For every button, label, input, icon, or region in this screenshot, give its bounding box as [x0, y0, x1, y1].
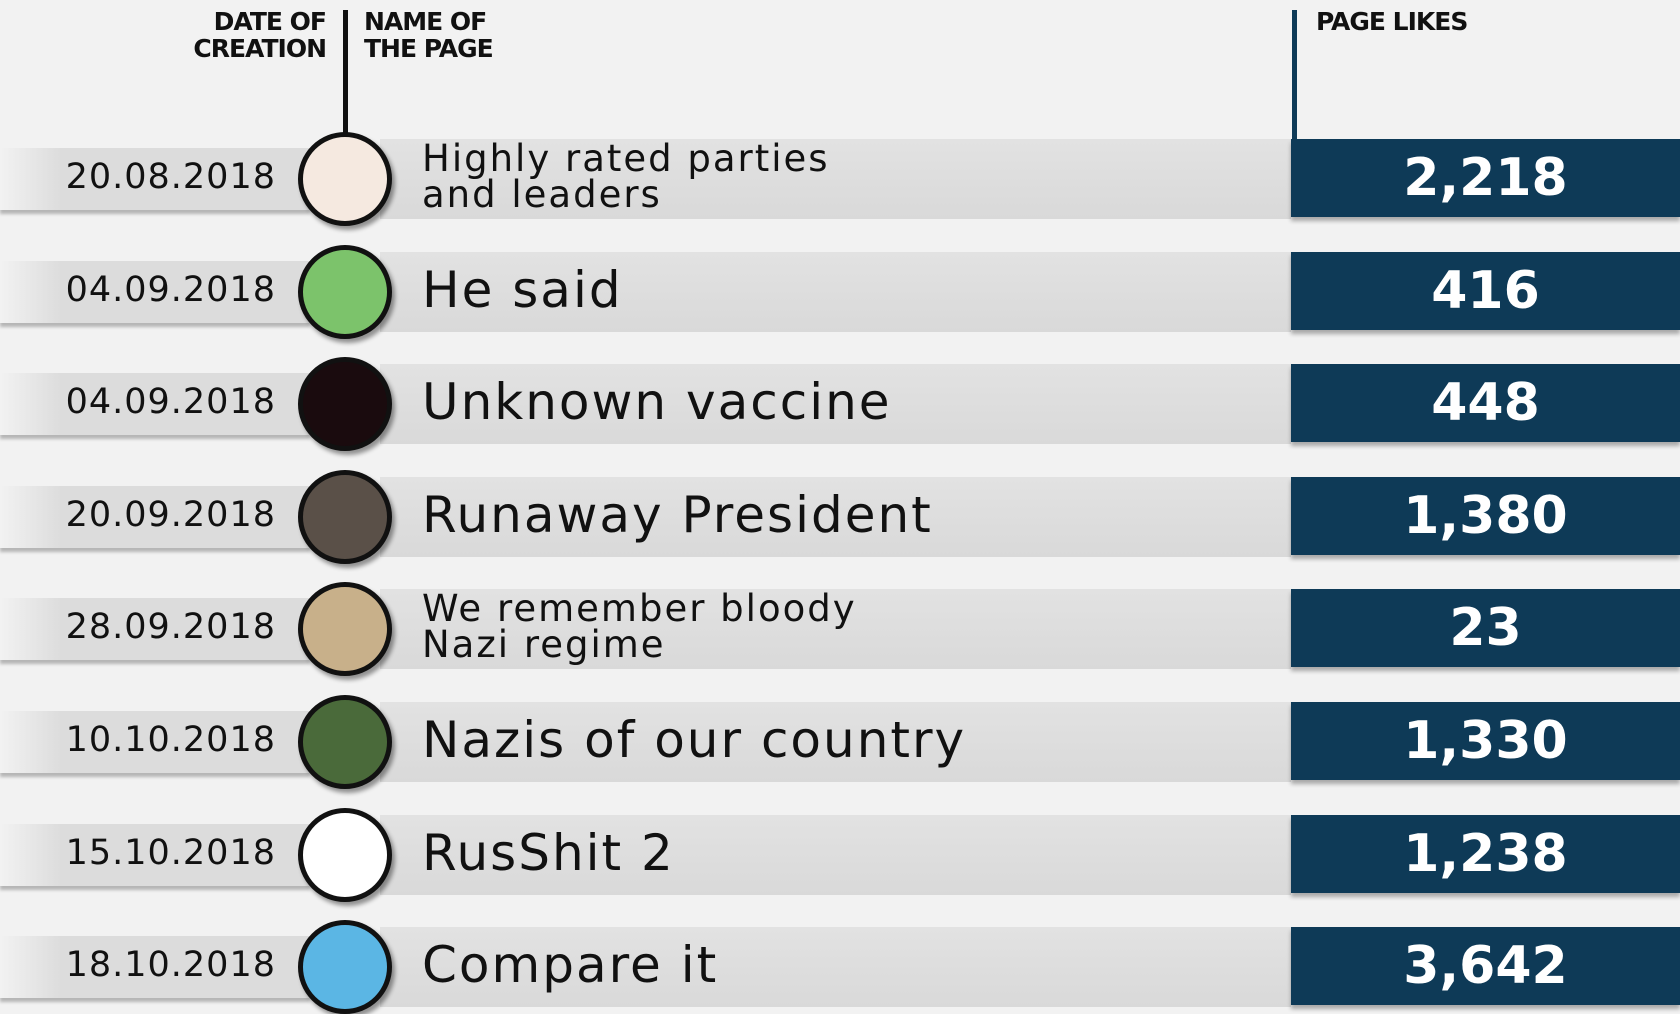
header-line: CREATION: [150, 35, 326, 62]
date: 18.10.2018: [0, 945, 276, 985]
date: 04.09.2018: [0, 382, 276, 422]
date-header: DATE OF CREATION: [150, 8, 326, 62]
header-line: PAGE LIKES: [1316, 8, 1467, 35]
name-line: RusShit 2: [422, 823, 675, 883]
page: DATE OF CREATION NAME OF THE PAGE PAGE L…: [0, 0, 1680, 1014]
likes: 1,238: [1291, 815, 1680, 893]
page-name: Nazis of our country: [422, 710, 966, 770]
name-header: NAME OF THE PAGE: [364, 8, 493, 62]
page-icon: [298, 695, 392, 789]
page-name: Unknown vaccine: [422, 372, 892, 432]
likes: 2,218: [1291, 139, 1680, 217]
page-icon: [298, 245, 392, 339]
likes-header: PAGE LIKES: [1316, 8, 1467, 35]
date: 28.09.2018: [0, 607, 276, 647]
page-icon: [298, 132, 392, 226]
date: 04.09.2018: [0, 270, 276, 310]
page-icon: [298, 920, 392, 1014]
name-line: We remember bloody: [422, 591, 857, 627]
name-line: Compare it: [422, 935, 718, 995]
name-line: Nazis of our country: [422, 710, 966, 770]
date: 20.09.2018: [0, 495, 276, 535]
page-name: RusShit 2: [422, 823, 675, 883]
date: 10.10.2018: [0, 720, 276, 760]
likes: 1,330: [1291, 702, 1680, 780]
header-line: THE PAGE: [364, 35, 493, 62]
divider: [1292, 10, 1297, 140]
page-icon: [298, 582, 392, 676]
page-name: Runaway President: [422, 485, 933, 545]
likes: 1,380: [1291, 477, 1680, 555]
date: 15.10.2018: [0, 833, 276, 873]
likes: 416: [1291, 252, 1680, 330]
date: 20.08.2018: [0, 157, 276, 197]
header-line: DATE OF: [150, 8, 326, 35]
page-icon: [298, 808, 392, 902]
name-line: Unknown vaccine: [422, 372, 892, 432]
likes: 448: [1291, 364, 1680, 442]
likes: 3,642: [1291, 927, 1680, 1005]
page-name: Compare it: [422, 935, 718, 995]
name-line: Highly rated parties: [422, 141, 830, 177]
divider: [343, 10, 348, 134]
name-line: Runaway President: [422, 485, 933, 545]
page-name: He said: [422, 260, 623, 320]
name-line: and leaders: [422, 177, 830, 213]
header-line: NAME OF: [364, 8, 493, 35]
name-line: He said: [422, 260, 623, 320]
page-icon: [298, 357, 392, 451]
name-line: Nazi regime: [422, 627, 857, 663]
likes: 23: [1291, 589, 1680, 667]
page-icon: [298, 470, 392, 564]
